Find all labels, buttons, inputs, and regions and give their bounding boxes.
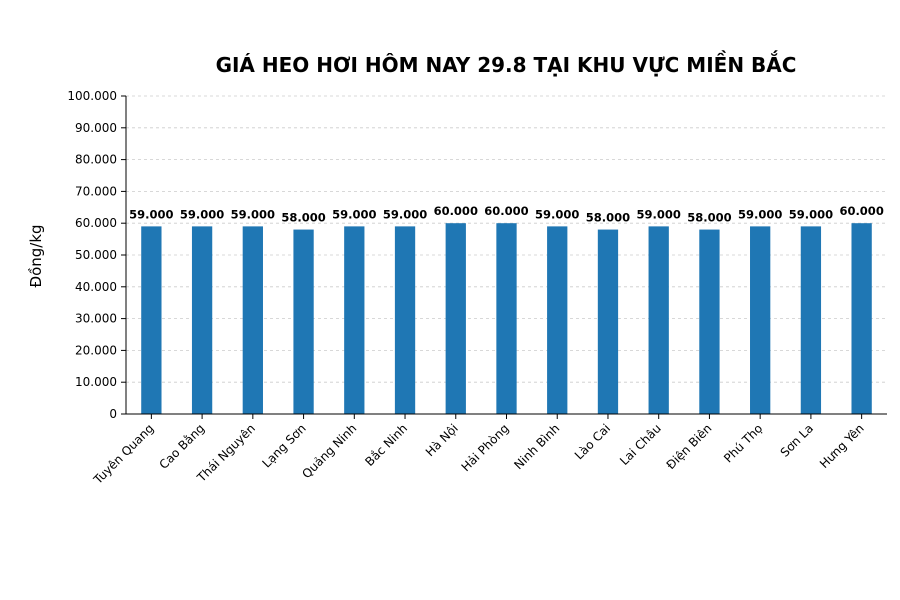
- y-ticks: 0 10.000 20.000 30.000 40.000 50.000 60.000 70.…: [67, 89, 126, 421]
- bar-value-label: 60.000: [839, 204, 883, 218]
- bar-value-label: 60.000: [434, 204, 478, 218]
- x-tick-label: Điện Biên: [664, 421, 715, 472]
- bar: [750, 226, 771, 414]
- bar: [293, 229, 314, 414]
- x-tick-label: Lai Châu: [617, 421, 664, 468]
- bar-value-label: 59.000: [535, 207, 579, 221]
- y-tick-label: 0: [109, 407, 117, 421]
- bar-value-label: 59.000: [129, 207, 173, 221]
- bar-value-label: 59.000: [231, 207, 275, 221]
- y-tick-label: 30.000: [75, 312, 117, 326]
- bars: [141, 223, 872, 414]
- y-tick-label: 60.000: [75, 216, 117, 230]
- bar-value-label: 59.000: [789, 207, 833, 221]
- bar: [394, 226, 416, 414]
- x-tick-label: Phú Thọ: [721, 421, 765, 465]
- x-tick-label: Sơn La: [778, 421, 816, 459]
- y-tick-label: 70.000: [75, 184, 117, 198]
- x-tick-label: Ninh Bình: [511, 421, 562, 472]
- bar: [547, 226, 568, 414]
- bar: [141, 226, 162, 414]
- y-tick-label: 10.000: [75, 375, 117, 389]
- bar: [496, 223, 517, 414]
- bar: [800, 226, 822, 414]
- bar-value-label: 58.000: [281, 211, 325, 225]
- x-tick-label: Cao Bằng: [157, 421, 208, 472]
- bar-value-label: 59.000: [738, 207, 782, 221]
- bar: [597, 229, 619, 414]
- x-tick-label: Bắc Ninh: [362, 421, 410, 469]
- bar-value-label: 59.000: [332, 207, 376, 221]
- bar-value-label: 58.000: [586, 211, 630, 225]
- x-tick-label: Lào Cai: [572, 421, 613, 462]
- bar: [851, 223, 872, 414]
- bar: [699, 229, 720, 414]
- x-tick-label: Hà Nội: [423, 421, 461, 459]
- bar: [191, 226, 213, 414]
- bar-value-label: 59.000: [637, 207, 681, 221]
- bar: [242, 226, 263, 414]
- x-tick-label: Quảng Ninh: [299, 421, 359, 481]
- bar-value-label: 59.000: [383, 207, 427, 221]
- bar: [648, 226, 669, 414]
- bar-value-label: 59.000: [180, 207, 224, 221]
- x-tick-label: Hải Phòng: [459, 421, 512, 474]
- chart-title: GIÁ HEO HƠI HÔM NAY 29.8 TẠI KHU VỰC MIỀ…: [216, 51, 797, 77]
- y-tick-label: 50.000: [75, 248, 117, 262]
- y-tick-label: 80.000: [75, 153, 117, 167]
- bar-value-labels: 59.000 59.000 59.000 58.000 59.000 59.000 60.0…: [129, 204, 884, 224]
- bar: [344, 226, 365, 414]
- y-axis-label: Đồng/kg: [27, 224, 45, 287]
- y-tick-label: 20.000: [75, 343, 117, 357]
- x-tick-label: Lạng Sơn: [259, 421, 308, 470]
- bar-value-label: 60.000: [484, 204, 528, 218]
- y-tick-label: 40.000: [75, 280, 117, 294]
- bar: [445, 223, 466, 414]
- x-tick-label: Tuyên Quang: [90, 421, 156, 487]
- bar-value-label: 58.000: [687, 211, 731, 225]
- y-tick-label: 90.000: [75, 121, 117, 135]
- y-tick-label: 100.000: [67, 89, 117, 103]
- x-tick-label: Hưng Yên: [817, 421, 867, 471]
